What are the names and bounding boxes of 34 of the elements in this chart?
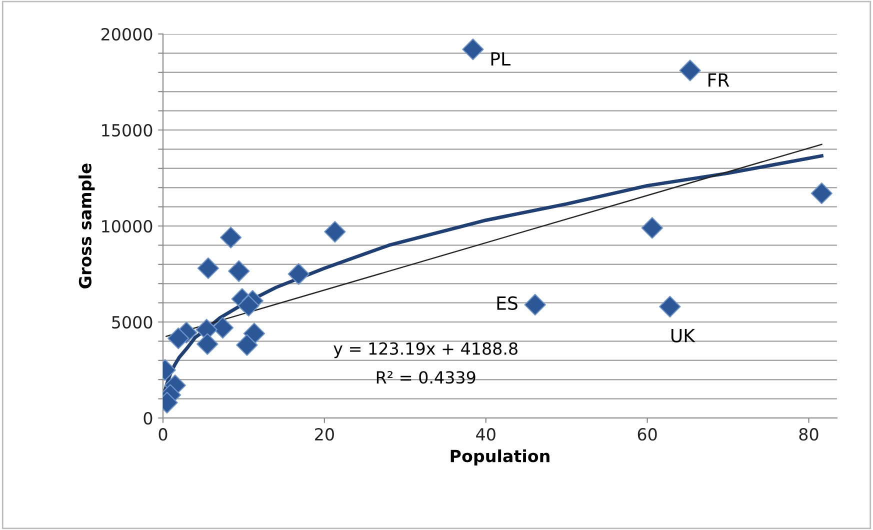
annotation: UK [671, 329, 696, 342]
x-tick-label: 40 [476, 428, 496, 441]
point [659, 296, 681, 318]
y-tick-label: 10000 [102, 220, 152, 233]
x-tick-label: 60 [638, 428, 657, 441]
point [220, 226, 242, 248]
point [212, 316, 234, 339]
point [679, 60, 701, 82]
annotation: FR [708, 73, 730, 87]
x-tick-label: 20 [315, 428, 334, 441]
annotation: y = 123.19x + 4188.8 [334, 342, 518, 358]
annotation: R² = 0.4339 [376, 371, 476, 384]
point [324, 220, 346, 243]
annotation: ES [497, 296, 518, 310]
y-tick-label: 0 [144, 412, 152, 425]
x-tick-label: 80 [799, 428, 818, 441]
x-tick-label: 0 [158, 428, 168, 441]
y-axis-title: Gross sample [78, 164, 95, 288]
point [810, 182, 833, 204]
point [236, 334, 258, 356]
point [288, 263, 310, 285]
point [462, 38, 484, 60]
point [228, 260, 250, 282]
x-axis-title: Population [450, 449, 550, 466]
annotation: PL [491, 52, 510, 66]
y-tick-label: 15000 [102, 124, 152, 137]
point [197, 257, 220, 280]
point [238, 294, 260, 317]
y-tick-label: 20000 [101, 28, 152, 41]
point [167, 327, 190, 350]
y-tick-label: 5000 [112, 316, 152, 329]
point [641, 217, 664, 239]
point [524, 294, 546, 316]
point [196, 333, 218, 355]
